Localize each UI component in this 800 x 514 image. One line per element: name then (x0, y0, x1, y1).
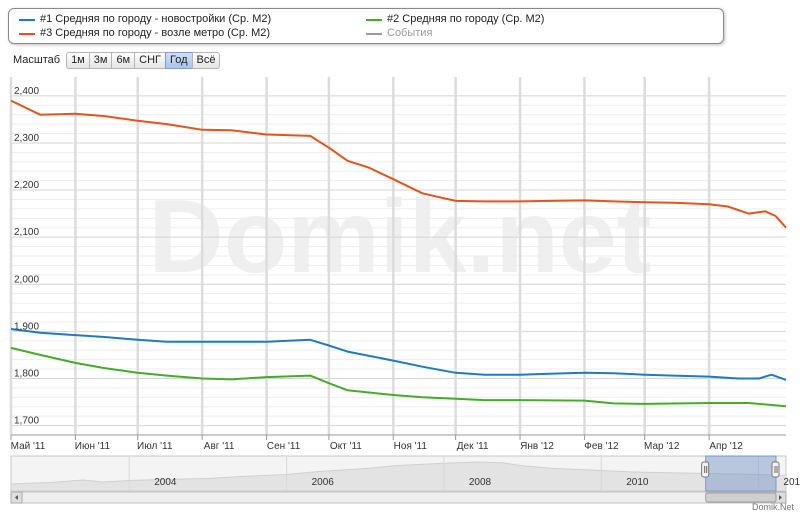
x-tick-label: Апр '12 (709, 441, 743, 452)
x-tick-label: Май '11 (11, 441, 46, 452)
y-tick-label: 2,400 (14, 86, 39, 97)
series-line-3 (10, 346, 787, 408)
credit-text: Domik.Net (751, 502, 794, 512)
chevron-right-icon (779, 495, 782, 500)
navigator-year-label: 2006 (312, 477, 335, 488)
x-tick-label: Окт '11 (330, 441, 362, 452)
y-tick-label: 2,300 (14, 133, 39, 144)
y-tick-label: 2,200 (14, 180, 39, 191)
x-tick-label: Фев '12 (584, 441, 619, 452)
navigator-year-label: 2004 (154, 477, 177, 488)
zoom-label: Масштаб (13, 54, 61, 66)
zoom-button-3m[interactable]: 3м (88, 51, 113, 69)
navigator-scrollbar-thumb[interactable] (705, 492, 777, 503)
x-tick-label: Авг '11 (204, 441, 235, 452)
legend-item-series-3[interactable]: #3 Средняя по городу - возле метро (Ср. … (19, 27, 270, 40)
zoom-bar: Масштаб 1м 3м 6м СНГ Год Всё (13, 51, 221, 69)
x-tick-label: Янв '12 (520, 441, 554, 452)
navigator-handle-left[interactable] (701, 461, 710, 478)
navigator-scrollbar-track (10, 491, 787, 504)
y-tick-label: 1,800 (14, 368, 39, 379)
y-tick-label: 2,000 (14, 274, 39, 285)
x-tick-label: Мар '12 (644, 441, 680, 452)
x-tick-label: Ноя '11 (394, 441, 428, 452)
zoom-button-all[interactable]: Всё (191, 51, 221, 69)
navigator-handle-right[interactable] (771, 461, 780, 478)
chart-legend: #1 Средняя по городу - новостройки (Ср. … (8, 8, 724, 44)
chevron-left-icon (15, 495, 18, 500)
legend-label-series-1: #1 Средняя по городу - новостройки (Ср. … (40, 13, 272, 25)
navigator-selection (705, 455, 777, 492)
legend-label-series-2: #2 Средняя по городу (Ср. М2) (387, 13, 545, 25)
legend-label-series-3: #3 Средняя по городу - возле метро (Ср. … (40, 27, 271, 39)
legend-label-events: События (387, 27, 433, 39)
x-tick-label: Июл '11 (137, 441, 173, 452)
y-tick-label: 1,700 (14, 416, 39, 427)
legend-swatch-series-1 (19, 18, 35, 21)
series-line-2 (10, 328, 787, 381)
legend-item-series-2[interactable]: #2 Средняя по городу (Ср. М2) (366, 13, 544, 26)
navigator-year-label: 2008 (469, 477, 492, 488)
x-tick-label: Дек '11 (457, 441, 489, 452)
zoom-button-6m[interactable]: 6м (111, 51, 136, 69)
navigator-year-label: 2010 (626, 477, 649, 488)
navigator-year-label: 2012 (783, 477, 800, 488)
x-tick-label: Сен '11 (267, 441, 301, 452)
y-tick-label: 1,900 (14, 321, 39, 332)
series-line-1 (10, 99, 787, 229)
y-tick-label: 2,100 (14, 227, 39, 238)
legend-item-events[interactable]: События (366, 27, 432, 40)
legend-swatch-series-3 (19, 32, 35, 35)
x-tick-label: Июн '11 (75, 441, 111, 452)
legend-swatch-series-2 (366, 18, 382, 21)
legend-item-series-1[interactable]: #1 Средняя по городу - новостройки (Ср. … (19, 13, 271, 26)
legend-swatch-events (366, 32, 382, 35)
